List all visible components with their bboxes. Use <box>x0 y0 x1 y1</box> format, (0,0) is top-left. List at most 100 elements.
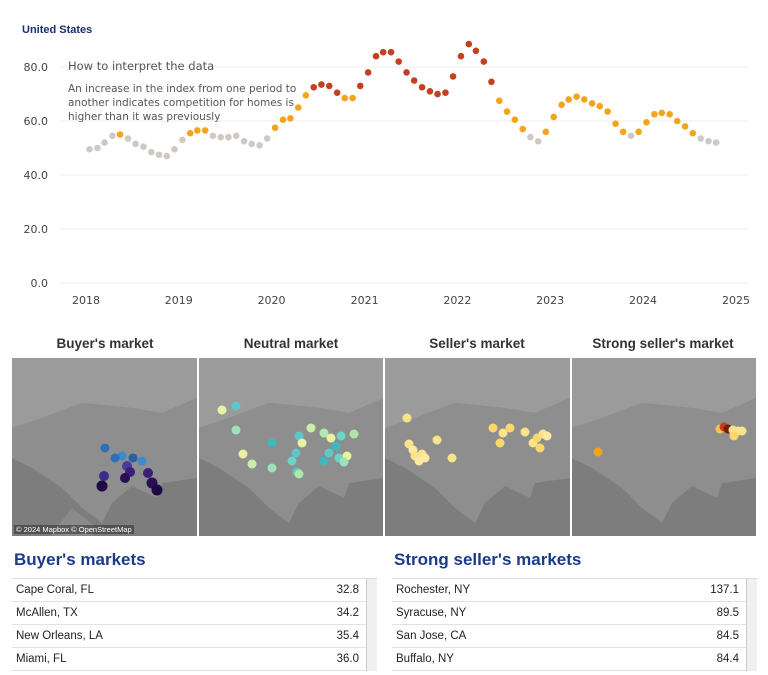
row-value: 84.4 <box>716 653 739 665</box>
data-point[interactable] <box>372 52 380 60</box>
table-row[interactable]: Cape Coral, FL 32.8 <box>12 579 377 602</box>
data-point[interactable] <box>573 93 580 100</box>
data-point[interactable] <box>86 146 93 153</box>
map-seller[interactable] <box>385 358 570 536</box>
data-point[interactable] <box>341 94 349 102</box>
data-point[interactable] <box>148 148 155 156</box>
table-row[interactable]: Buffalo, NY 84.4 <box>392 648 757 671</box>
data-point[interactable] <box>712 139 720 146</box>
map-neutral[interactable] <box>198 358 383 536</box>
data-point[interactable] <box>434 90 441 98</box>
data-point[interactable] <box>155 151 163 159</box>
data-point[interactable] <box>580 96 588 103</box>
annotation-line-1: An increase in the index from one period… <box>68 83 296 95</box>
data-point[interactable] <box>325 82 333 90</box>
buyers-table-scrollbar[interactable] <box>366 579 377 671</box>
data-point[interactable] <box>124 135 132 142</box>
data-point[interactable] <box>588 100 596 107</box>
data-point[interactable] <box>225 133 232 141</box>
data-point[interactable] <box>418 83 426 91</box>
data-point[interactable] <box>356 82 364 90</box>
x-tick-label: 2018 <box>72 294 100 307</box>
data-point[interactable] <box>333 89 341 96</box>
data-point[interactable] <box>426 88 434 95</box>
data-point[interactable] <box>271 124 279 132</box>
data-point[interactable] <box>163 152 171 160</box>
table-row[interactable]: McAllen, TX 34.2 <box>12 602 377 625</box>
data-point[interactable] <box>604 108 611 115</box>
data-point[interactable] <box>527 133 534 141</box>
data-point[interactable] <box>179 136 186 144</box>
data-point[interactable] <box>109 132 116 140</box>
data-point[interactable] <box>403 69 410 76</box>
data-point[interactable] <box>256 142 263 149</box>
data-point[interactable] <box>596 102 604 110</box>
data-point[interactable] <box>666 110 673 118</box>
row-city: Rochester, NY <box>396 584 471 596</box>
map-buyer[interactable]: © 2024 Mapbox © OpenStreetMap <box>12 358 197 536</box>
data-point[interactable] <box>550 113 558 121</box>
data-point[interactable] <box>132 140 139 148</box>
data-point[interactable] <box>279 116 287 123</box>
data-point[interactable] <box>565 96 573 103</box>
data-point[interactable] <box>302 92 310 99</box>
table-row[interactable]: Miami, FL 36.0 <box>12 648 377 671</box>
data-point[interactable] <box>442 89 449 96</box>
data-point[interactable] <box>643 119 650 126</box>
data-point[interactable] <box>673 117 681 125</box>
data-point[interactable] <box>318 81 325 88</box>
data-point[interactable] <box>519 125 527 133</box>
data-point[interactable] <box>534 137 542 145</box>
data-point[interactable] <box>310 83 318 91</box>
data-point[interactable] <box>186 129 194 137</box>
data-point[interactable] <box>410 77 418 84</box>
data-point[interactable] <box>171 146 178 153</box>
data-point[interactable] <box>658 109 666 117</box>
data-point[interactable] <box>194 127 201 134</box>
data-point[interactable] <box>681 123 689 130</box>
data-point[interactable] <box>379 48 387 56</box>
data-point[interactable] <box>511 116 519 123</box>
data-point[interactable] <box>651 110 658 118</box>
table-row[interactable]: New Orleans, LA 35.4 <box>12 625 377 648</box>
data-point[interactable] <box>697 135 704 142</box>
data-point[interactable] <box>472 47 480 55</box>
data-point[interactable] <box>395 58 402 65</box>
table-row[interactable]: San Jose, CA 84.5 <box>392 625 757 648</box>
data-point[interactable] <box>248 140 256 148</box>
data-point[interactable] <box>263 135 271 142</box>
data-point[interactable] <box>457 52 465 60</box>
data-point[interactable] <box>209 132 217 140</box>
data-point[interactable] <box>287 115 294 122</box>
data-point[interactable] <box>232 132 240 140</box>
data-point[interactable] <box>488 78 495 86</box>
data-point[interactable] <box>496 97 503 105</box>
data-point[interactable] <box>349 94 356 102</box>
data-point[interactable] <box>101 139 108 146</box>
data-point[interactable] <box>364 69 372 76</box>
table-row[interactable]: Rochester, NY 137.1 <box>392 579 757 602</box>
data-point[interactable] <box>449 73 457 80</box>
data-point[interactable] <box>140 143 147 150</box>
data-point[interactable] <box>116 131 124 138</box>
table-row[interactable]: Syracuse, NY 89.5 <box>392 602 757 625</box>
data-point[interactable] <box>542 128 550 136</box>
data-point[interactable] <box>635 128 642 136</box>
data-point[interactable] <box>612 120 619 127</box>
data-point[interactable] <box>94 144 101 152</box>
data-point[interactable] <box>480 58 488 65</box>
data-point[interactable] <box>503 108 511 115</box>
data-point[interactable] <box>201 127 209 134</box>
data-point[interactable] <box>465 40 473 48</box>
data-point[interactable] <box>619 128 627 136</box>
data-point[interactable] <box>627 132 635 140</box>
data-point[interactable] <box>558 101 565 109</box>
data-point[interactable] <box>387 48 395 56</box>
data-point[interactable] <box>217 133 225 141</box>
data-point[interactable] <box>240 137 248 145</box>
data-point[interactable] <box>689 129 697 137</box>
data-point[interactable] <box>294 104 302 111</box>
map-strong-seller[interactable] <box>571 358 756 536</box>
data-point[interactable] <box>705 137 712 145</box>
sellers-table-scrollbar[interactable] <box>746 579 757 671</box>
